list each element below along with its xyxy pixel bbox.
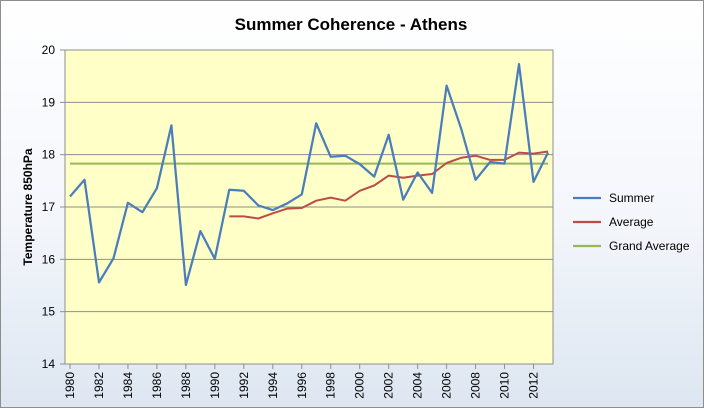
y-tick-label: 15 — [42, 305, 56, 319]
x-tick-label: 2004 — [411, 372, 425, 399]
y-tick-label: 20 — [42, 43, 56, 57]
x-tick-label: 2012 — [527, 372, 541, 399]
x-tick-label: 2002 — [382, 372, 396, 399]
series-lines — [69, 62, 550, 287]
y-axis-ticks: 14 15 16 17 18 19 20 — [42, 43, 65, 371]
y-tick-label: 19 — [42, 95, 56, 109]
y-axis-title: Temperature 850hPa — [21, 148, 35, 265]
legend: Summer Average Grand Average — [573, 191, 690, 253]
x-tick-label: 1996 — [295, 372, 309, 399]
y-tick-label: 14 — [42, 357, 56, 371]
x-tick-label: 2008 — [469, 372, 483, 399]
series-line-average — [229, 150, 549, 220]
series-line-summer — [69, 62, 550, 287]
x-axis-ticks: 1980 1982 1984 1986 1988 1990 1992 1994 1996 1998… — [63, 364, 541, 399]
x-tick-label: 2000 — [353, 372, 367, 399]
x-tick-label: 1986 — [150, 372, 164, 399]
x-tick-label: 2010 — [498, 372, 512, 399]
x-tick-label: 1984 — [121, 372, 135, 399]
chart-title: Summer Coherence - Athens — [235, 15, 468, 34]
y-tick-label: 17 — [42, 200, 56, 214]
legend-label: Summer — [609, 191, 654, 205]
x-tick-label: 1994 — [266, 372, 280, 399]
x-tick-label: 1980 — [63, 372, 77, 399]
x-tick-label: 1988 — [179, 372, 193, 399]
x-tick-label: 1982 — [92, 372, 106, 399]
x-tick-label: 1990 — [208, 372, 222, 399]
y-tick-label: 16 — [42, 252, 56, 266]
legend-label: Grand Average — [609, 239, 690, 253]
x-tick-label: 2006 — [440, 372, 454, 399]
legend-label: Average — [609, 215, 654, 229]
y-tick-label: 18 — [42, 148, 56, 162]
x-tick-label: 1992 — [237, 372, 251, 399]
x-tick-label: 1998 — [324, 372, 338, 399]
